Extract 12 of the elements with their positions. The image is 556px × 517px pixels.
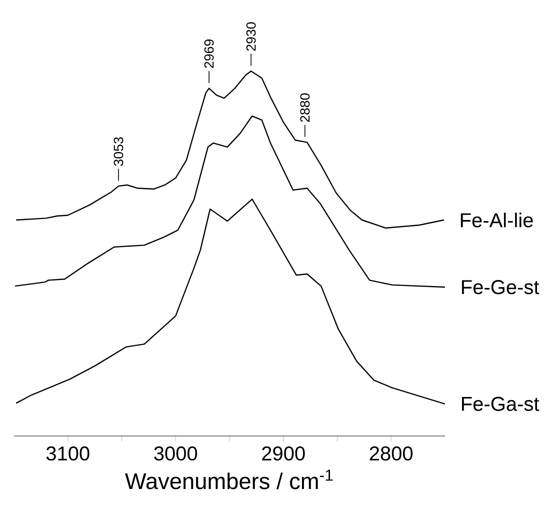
annotation: 2969 bbox=[204, 40, 214, 68]
x-tick-label: 3100 bbox=[46, 446, 90, 461]
x-axis-title: Wavenumbers / cm$^{-1}$ bbox=[125, 470, 333, 490]
x-tick-label: 2800 bbox=[370, 446, 413, 461]
annotation: 2880 bbox=[300, 93, 310, 122]
x-tick-label: 2900 bbox=[262, 446, 305, 461]
series-label: Fe-Ge-st bbox=[462, 280, 540, 294]
annotation: 2930 bbox=[246, 22, 256, 51]
series-label: Fe-Ga-st bbox=[462, 396, 540, 411]
x-tick-label: 3000 bbox=[154, 446, 198, 461]
annotation: 3053 bbox=[114, 137, 124, 166]
series-label: Fe-Al-lie bbox=[460, 212, 533, 228]
